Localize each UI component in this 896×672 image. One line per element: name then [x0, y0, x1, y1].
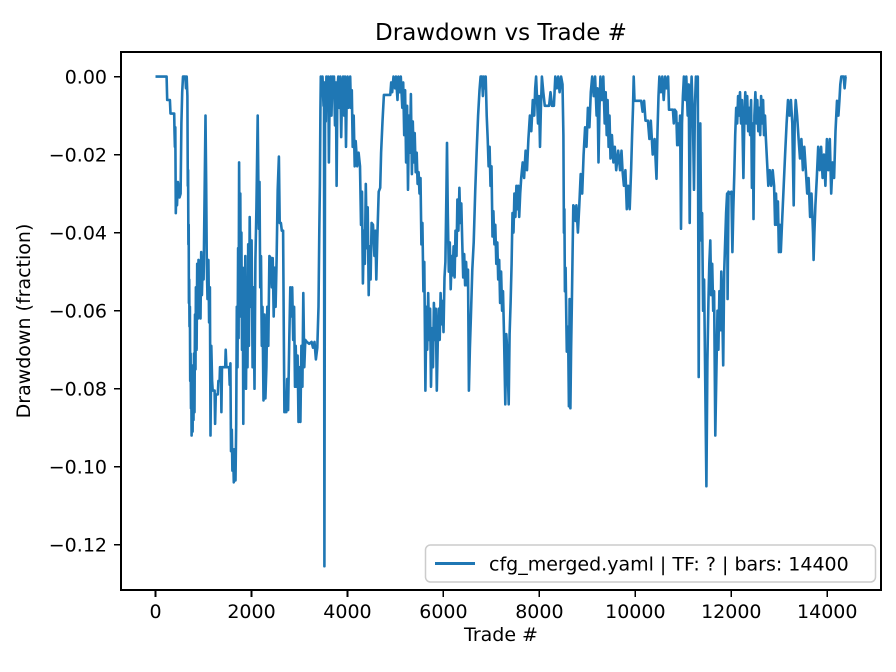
y-tick-label: −0.02: [49, 145, 107, 167]
x-tick-label: 12000: [701, 601, 761, 623]
legend: cfg_merged.yaml | TF: ? | bars: 14400: [424, 544, 877, 583]
legend-label: cfg_merged.yaml | TF: ? | bars: 14400: [489, 554, 849, 576]
plot-frame: [120, 51, 882, 591]
y-tick-label: −0.08: [49, 379, 107, 401]
drawdown-line: [155, 75, 847, 568]
y-tick-label: −0.12: [49, 535, 107, 557]
y-axis-label: Drawdown (fraction): [13, 224, 35, 419]
x-tick-label: 14000: [797, 601, 857, 623]
y-tick-label: −0.04: [49, 223, 107, 245]
x-tick-label: 0: [149, 601, 161, 623]
chart-title: Drawdown vs Trade #: [375, 20, 627, 46]
x-tick-label: 10000: [605, 601, 665, 623]
y-tick-label: −0.10: [49, 457, 107, 479]
x-axis: 0 2000 4000 6000 8000 10000 12000 14000: [149, 590, 857, 623]
y-axis: 0.00 −0.02 −0.04 −0.06 −0.08 −0.10 −0.12: [49, 67, 121, 557]
y-tick-label: −0.06: [49, 301, 107, 323]
y-tick-label: 0.00: [65, 67, 107, 89]
x-axis-label: Trade #: [463, 624, 538, 646]
x-tick-label: 2000: [227, 601, 275, 623]
x-tick-label: 8000: [515, 601, 563, 623]
x-tick-label: 6000: [419, 601, 467, 623]
legend-box: [424, 544, 877, 583]
x-tick-label: 4000: [323, 601, 371, 623]
